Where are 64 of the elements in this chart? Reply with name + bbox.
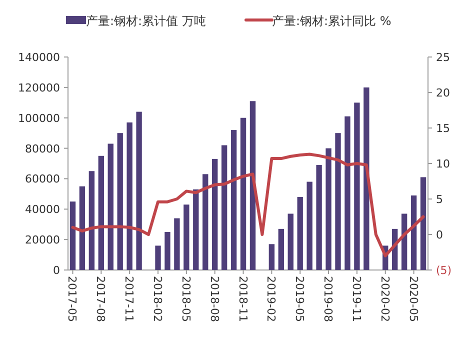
y-tick-label: 40000 (25, 203, 60, 216)
y-tick-label: 60000 (25, 172, 60, 186)
bar (117, 133, 123, 270)
x-tick-label: 2019-05 (293, 276, 306, 322)
x-tick-label: 2018-11 (236, 276, 250, 322)
bar (70, 202, 76, 270)
bar (250, 101, 256, 270)
x-tick-label: 2018-02 (151, 276, 164, 322)
bar (108, 144, 114, 270)
x-tick-label: 2020-05 (406, 276, 420, 322)
bar (344, 116, 350, 270)
x-tick-label: 2019-02 (264, 276, 278, 322)
bar (174, 218, 180, 270)
x-tick-label: 2018-08 (208, 276, 221, 322)
x-tick-label: 2017-05 (66, 276, 79, 322)
y2-tick-label: 5 (436, 193, 443, 206)
bar (193, 189, 199, 270)
legend-label: 产量:钢材:累计同比 % (272, 14, 392, 28)
x-tick-label: 2020-02 (378, 276, 392, 322)
x-tick-label: 2019-08 (322, 276, 335, 322)
y2-tick-label: 20 (436, 86, 450, 100)
bar (79, 186, 86, 270)
bar (98, 156, 104, 270)
bar (335, 133, 341, 270)
y-tick-label: 0 (53, 264, 60, 277)
legend-label: 产量:钢材:累计值 万吨 (86, 14, 206, 28)
bar (288, 214, 294, 270)
bar (164, 232, 170, 270)
y2-tick-label: 25 (436, 51, 450, 64)
line-series (71, 152, 425, 258)
x-tick-label: 2017-08 (94, 276, 108, 322)
bar (230, 130, 237, 270)
bar (401, 214, 408, 270)
bar (212, 158, 218, 270)
bar (316, 165, 322, 270)
y-tick-label: 20000 (25, 234, 60, 247)
bar (326, 148, 332, 270)
bar (354, 102, 360, 270)
bar (410, 195, 417, 270)
y-tick-label: 100000 (18, 112, 60, 125)
bar (155, 246, 161, 270)
bar (306, 182, 312, 270)
bar (364, 87, 370, 270)
y2-tick-label: 0 (436, 228, 443, 242)
bar (88, 171, 95, 270)
x-tick-label: 2018-05 (179, 276, 192, 322)
bar (278, 228, 284, 270)
y2-tick-label: 15 (436, 122, 450, 135)
y-tick-label: 80000 (25, 142, 60, 156)
bar (221, 145, 228, 270)
bar (268, 244, 275, 270)
y-tick-label: 140000 (18, 51, 60, 64)
bar (126, 122, 132, 270)
y2-tick-label: 10 (436, 158, 450, 170)
bar (202, 174, 208, 270)
bar (297, 196, 303, 270)
x-tick-label: 2019-11 (350, 276, 363, 322)
x-tick-label: 2017-11 (122, 276, 136, 322)
bar (420, 177, 426, 270)
bar (184, 204, 190, 270)
y-tick-label: 120000 (18, 81, 60, 94)
bar (136, 112, 142, 270)
bar (240, 118, 246, 270)
y2-tick-label: (5) (436, 264, 452, 277)
